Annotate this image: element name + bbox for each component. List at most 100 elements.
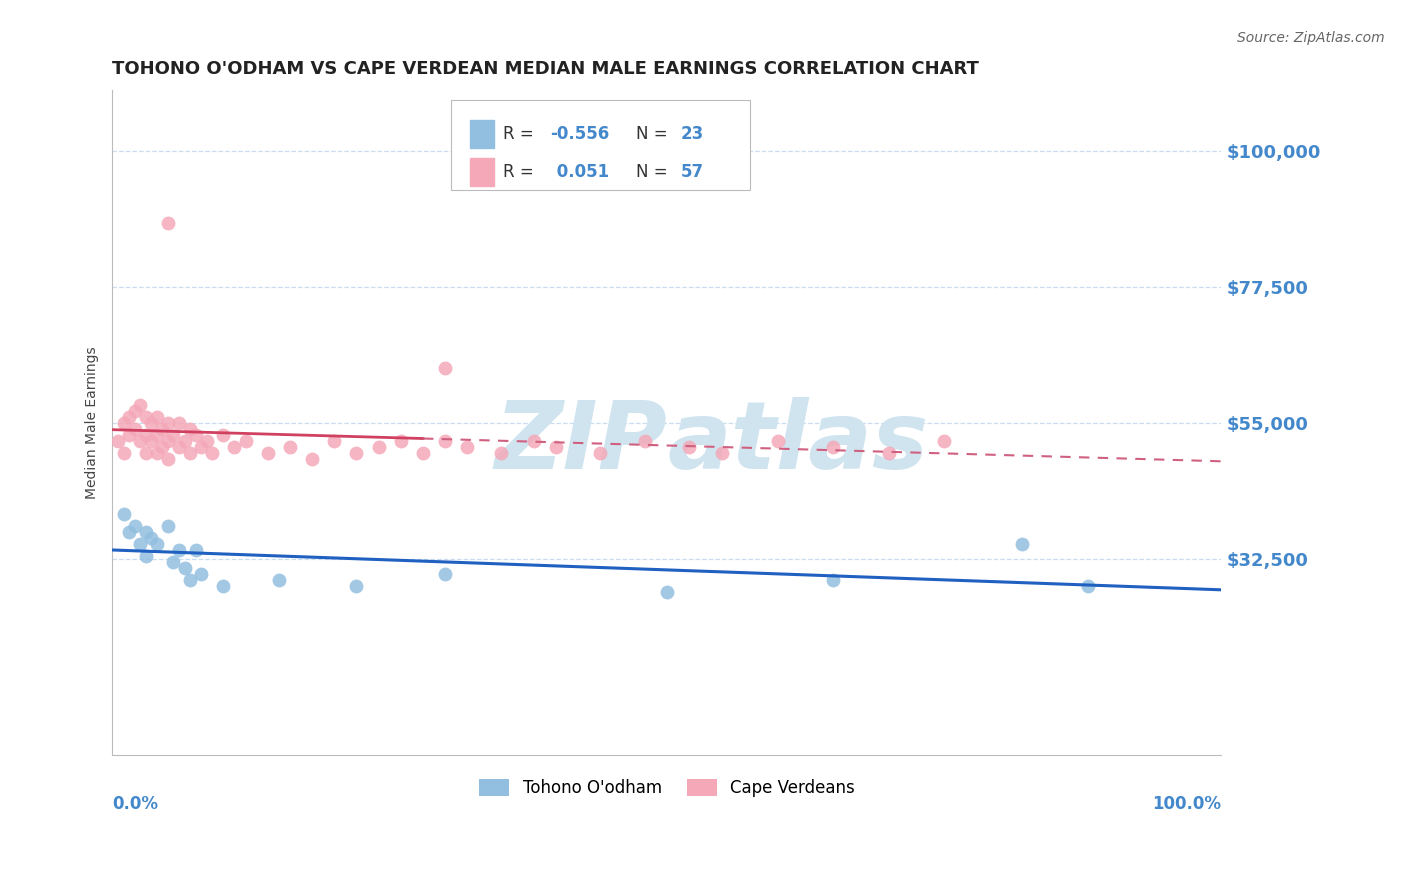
Point: [655, 585, 678, 599]
Point: [146, 537, 169, 551]
Point: [156, 416, 179, 430]
Point: [152, 422, 174, 436]
Point: [129, 434, 152, 448]
Point: [212, 428, 235, 442]
Text: atlas: atlas: [666, 397, 928, 489]
FancyBboxPatch shape: [451, 100, 751, 190]
Point: [129, 537, 152, 551]
Point: [1077, 579, 1099, 593]
Point: [389, 434, 412, 448]
Text: TOHONO O'ODHAM VS CAPE VERDEAN MEDIAN MALE EARNINGS CORRELATION CHART: TOHONO O'ODHAM VS CAPE VERDEAN MEDIAN MA…: [112, 60, 980, 78]
Point: [434, 361, 457, 376]
Point: [823, 440, 845, 454]
Point: [346, 579, 368, 593]
Point: [129, 398, 152, 412]
Point: [135, 549, 157, 563]
Point: [124, 403, 146, 417]
Text: N =: N =: [636, 162, 673, 181]
Point: [195, 434, 218, 448]
Point: [167, 440, 190, 454]
Bar: [470, 120, 494, 148]
Point: [201, 446, 224, 460]
Text: N =: N =: [636, 126, 673, 144]
Point: [489, 446, 512, 460]
Point: [124, 518, 146, 533]
Point: [173, 561, 195, 575]
Y-axis label: Median Male Earnings: Median Male Earnings: [86, 346, 100, 500]
Point: [112, 507, 135, 521]
Point: [146, 446, 169, 460]
Point: [156, 452, 179, 467]
Point: [711, 446, 734, 460]
Point: [141, 416, 163, 430]
Point: [934, 434, 956, 448]
Point: [877, 446, 900, 460]
Point: [141, 434, 163, 448]
Point: [184, 542, 207, 557]
Point: [766, 434, 789, 448]
Point: [412, 446, 434, 460]
Point: [678, 440, 700, 454]
Point: [1011, 537, 1033, 551]
Point: [224, 440, 246, 454]
Point: [267, 573, 290, 587]
Point: [135, 428, 157, 442]
Point: [112, 416, 135, 430]
Point: [118, 409, 141, 424]
Point: [146, 409, 169, 424]
Point: [634, 434, 657, 448]
Point: [184, 428, 207, 442]
Point: [301, 452, 323, 467]
Point: [256, 446, 278, 460]
Point: [323, 434, 346, 448]
Point: [112, 446, 135, 460]
Point: [124, 422, 146, 436]
Bar: [470, 158, 494, 186]
Text: R =: R =: [503, 126, 538, 144]
Text: 0.0%: 0.0%: [112, 796, 159, 814]
Point: [179, 422, 201, 436]
Point: [367, 440, 389, 454]
Text: -0.556: -0.556: [551, 126, 610, 144]
Point: [118, 524, 141, 539]
Legend: Tohono O'odham, Cape Verdeans: Tohono O'odham, Cape Verdeans: [472, 772, 862, 804]
Point: [589, 446, 612, 460]
Point: [156, 216, 179, 230]
Point: [456, 440, 478, 454]
Point: [162, 428, 184, 442]
Point: [434, 566, 457, 581]
Point: [118, 428, 141, 442]
Point: [346, 446, 368, 460]
Point: [278, 440, 301, 454]
Point: [179, 573, 201, 587]
Point: [190, 440, 212, 454]
Point: [141, 531, 163, 545]
Point: [135, 524, 157, 539]
Point: [156, 434, 179, 448]
Text: R =: R =: [503, 162, 538, 181]
Point: [173, 434, 195, 448]
Point: [162, 555, 184, 569]
Point: [152, 440, 174, 454]
Point: [135, 446, 157, 460]
Text: ZIP: ZIP: [494, 397, 666, 489]
Point: [179, 446, 201, 460]
Text: Source: ZipAtlas.com: Source: ZipAtlas.com: [1237, 31, 1385, 45]
Point: [167, 416, 190, 430]
Point: [135, 409, 157, 424]
Point: [107, 434, 129, 448]
Point: [823, 573, 845, 587]
Point: [190, 566, 212, 581]
Point: [212, 579, 235, 593]
Text: 100.0%: 100.0%: [1153, 796, 1222, 814]
Text: 57: 57: [681, 162, 703, 181]
Point: [235, 434, 257, 448]
Text: 0.051: 0.051: [551, 162, 609, 181]
Point: [546, 440, 568, 454]
Point: [523, 434, 546, 448]
Point: [156, 518, 179, 533]
Point: [146, 428, 169, 442]
Point: [167, 542, 190, 557]
Point: [434, 434, 457, 448]
Text: 23: 23: [681, 126, 703, 144]
